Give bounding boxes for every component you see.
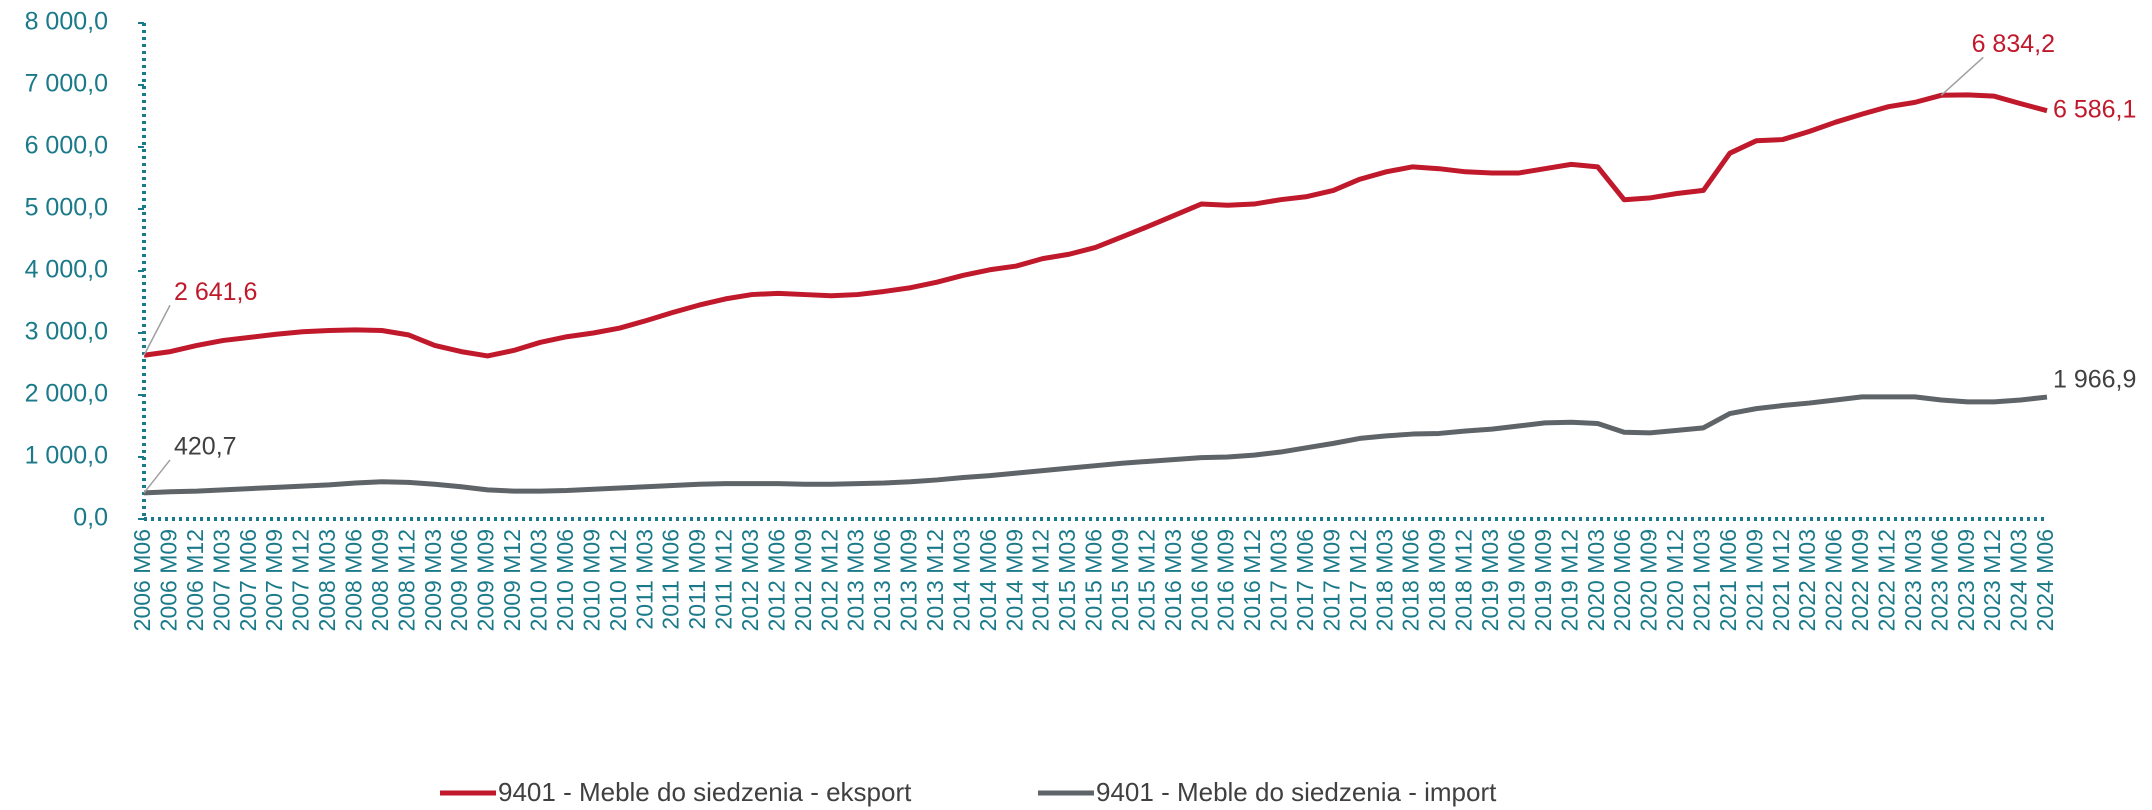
x-tick-label: 2019 M03 <box>1477 529 1503 631</box>
x-tick-label: 2006 M09 <box>156 529 182 631</box>
data-label: 1 966,9 <box>2053 366 2136 394</box>
x-tick-label: 2010 M09 <box>578 529 604 631</box>
x-tick-label: 2016 M03 <box>1160 529 1186 631</box>
x-tick-label: 2009 M03 <box>420 529 446 631</box>
x-tick-label: 2008 M06 <box>341 529 367 631</box>
legend-label: 9401 - Meble do siedzenia - import <box>1096 777 1497 807</box>
x-tick-label: 2020 M06 <box>1609 529 1635 631</box>
legend-label: 9401 - Meble do siedzenia - eksport <box>498 777 912 807</box>
x-tick-label: 2006 M06 <box>129 529 155 631</box>
x-tick-label: 2007 M03 <box>208 529 234 631</box>
series-line <box>143 394 2048 496</box>
x-tick-label: 2023 M03 <box>1900 529 1926 631</box>
x-tick-label: 2012 M12 <box>816 529 842 631</box>
x-tick-label: 2013 M12 <box>922 529 948 631</box>
x-tick-label: 2020 M03 <box>1583 529 1609 631</box>
y-tick-label: 8 000,0 <box>25 8 108 36</box>
x-tick-label: 2014 M06 <box>975 529 1001 631</box>
x-tick-label: 2009 M09 <box>473 529 499 631</box>
x-tick-label: 2023 M06 <box>1926 529 1952 631</box>
x-tick-label: 2013 M06 <box>869 529 895 631</box>
x-tick-label: 2017 M06 <box>1292 529 1318 631</box>
data-label: 6 586,1 <box>2053 95 2136 123</box>
x-tick-label: 2016 M06 <box>1186 529 1212 631</box>
x-tick-label: 2022 M03 <box>1794 529 1820 631</box>
y-tick-label: 2 000,0 <box>25 380 108 408</box>
x-tick-label: 2016 M12 <box>1239 529 1265 631</box>
x-tick-label: 2018 M09 <box>1424 529 1450 631</box>
x-tick-label: 2009 M06 <box>446 529 472 631</box>
x-tick-label: 2012 M03 <box>737 529 763 631</box>
x-tick-label: 2013 M09 <box>896 529 922 631</box>
x-tick-label: 2015 M03 <box>1054 529 1080 631</box>
label-leader <box>143 459 171 494</box>
x-tick-label: 2010 M03 <box>526 529 552 631</box>
x-tick-label: 2022 M06 <box>1821 529 1847 631</box>
x-tick-label: 2014 M12 <box>1028 529 1054 631</box>
x-tick-label: 2024 M06 <box>2032 529 2058 631</box>
x-tick-label: 2018 M12 <box>1451 529 1477 631</box>
x-tick-label: 2014 M09 <box>1001 529 1027 631</box>
x-tick-label: 2018 M06 <box>1398 529 1424 631</box>
x-tick-label: 2021 M03 <box>1688 529 1714 631</box>
x-tick-label: 2008 M12 <box>393 529 419 631</box>
x-tick-label: 2008 M09 <box>367 529 393 631</box>
x-tick-label: 2007 M06 <box>235 529 261 631</box>
x-tick-label: 2007 M12 <box>288 529 314 631</box>
label-leader <box>1940 56 1984 96</box>
x-tick-label: 2015 M09 <box>1107 529 1133 631</box>
y-tick-label: 3 000,0 <box>25 318 108 346</box>
x-tick-label: 2017 M12 <box>1345 529 1371 631</box>
x-tick-label: 2023 M09 <box>1953 529 1979 631</box>
x-tick-label: 2010 M12 <box>605 529 631 631</box>
y-tick-label: 6 000,0 <box>25 132 108 160</box>
x-tick-label: 2024 M03 <box>2006 529 2032 631</box>
x-tick-label: 2011 M12 <box>711 529 737 630</box>
x-tick-label: 2019 M09 <box>1530 529 1556 631</box>
x-tick-label: 2016 M09 <box>1213 529 1239 631</box>
x-tick-label: 2011 M06 <box>658 529 684 630</box>
x-tick-label: 2017 M03 <box>1266 529 1292 631</box>
data-label: 6 834,2 <box>1972 30 2055 58</box>
x-tick-label: 2010 M06 <box>552 529 578 631</box>
x-tick-label: 2022 M12 <box>1873 529 1899 631</box>
y-tick-label: 0,0 <box>73 504 108 532</box>
x-tick-label: 2013 M03 <box>843 529 869 631</box>
x-tick-label: 2008 M03 <box>314 529 340 631</box>
x-tick-label: 2020 M09 <box>1636 529 1662 631</box>
x-tick-label: 2021 M06 <box>1715 529 1741 631</box>
x-tick-label: 2012 M06 <box>763 529 789 631</box>
y-tick-label: 7 000,0 <box>25 70 108 98</box>
data-label: 2 641,6 <box>174 278 257 306</box>
x-tick-label: 2012 M09 <box>790 529 816 631</box>
x-tick-label: 2018 M03 <box>1371 529 1397 631</box>
x-tick-label: 2011 M03 <box>631 529 657 630</box>
y-tick-label: 1 000,0 <box>25 442 108 470</box>
x-tick-label: 2015 M12 <box>1133 529 1159 631</box>
x-tick-label: 2009 M12 <box>499 529 525 631</box>
data-label: 420,7 <box>174 433 237 461</box>
x-tick-label: 2007 M09 <box>261 529 287 631</box>
x-tick-label: 2022 M09 <box>1847 529 1873 631</box>
y-tick-label: 4 000,0 <box>25 256 108 284</box>
x-tick-label: 2021 M09 <box>1741 529 1767 631</box>
label-leader <box>143 304 171 356</box>
x-tick-label: 2019 M12 <box>1556 529 1582 631</box>
series-line <box>143 92 2048 359</box>
x-tick-label: 2019 M06 <box>1503 529 1529 631</box>
x-tick-label: 2011 M09 <box>684 529 710 630</box>
x-tick-label: 2015 M06 <box>1081 529 1107 631</box>
y-tick-label: 5 000,0 <box>25 194 108 222</box>
x-tick-label: 2020 M12 <box>1662 529 1688 631</box>
x-tick-label: 2021 M12 <box>1768 529 1794 631</box>
x-tick-label: 2017 M09 <box>1318 529 1344 631</box>
x-tick-label: 2006 M12 <box>182 529 208 631</box>
x-tick-label: 2023 M12 <box>1979 529 2005 631</box>
x-tick-label: 2014 M03 <box>948 529 974 631</box>
